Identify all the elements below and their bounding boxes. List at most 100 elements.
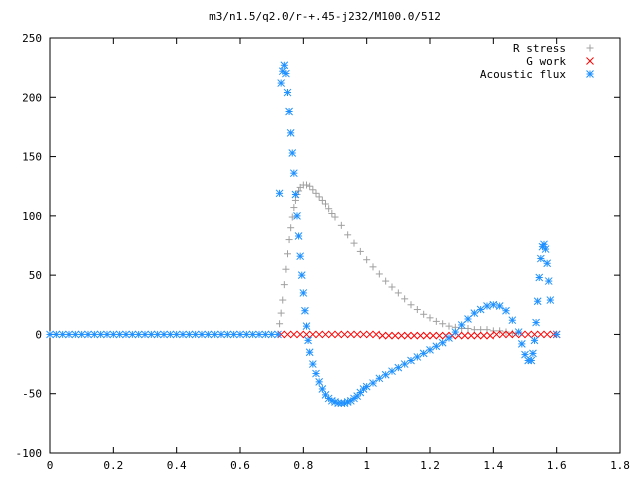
- data-point: [179, 330, 187, 339]
- data-point: [407, 301, 415, 309]
- data-point: [166, 330, 175, 339]
- data-point: [340, 330, 349, 339]
- data-point: [198, 330, 206, 339]
- data-point: [318, 385, 327, 393]
- data-point: [305, 348, 314, 357]
- data-point: [384, 331, 393, 340]
- data-point: [296, 252, 305, 261]
- data-point: [322, 200, 329, 208]
- data-point: [422, 331, 431, 340]
- data-point: [337, 221, 345, 229]
- data-point: [46, 330, 54, 339]
- data-point: [210, 330, 219, 339]
- data-point: [96, 330, 105, 339]
- data-point: [301, 306, 309, 315]
- data-point: [109, 330, 118, 339]
- data-point: [457, 321, 466, 329]
- data-point: [147, 330, 156, 339]
- data-point: [304, 336, 312, 345]
- data-point: [532, 318, 540, 327]
- data-point: [291, 190, 300, 199]
- data-point: [297, 271, 306, 279]
- y-tick-label: 200: [22, 91, 42, 104]
- data-point: [492, 330, 501, 339]
- y-tick-label: 250: [22, 32, 42, 45]
- data-point: [325, 205, 333, 213]
- data-point: [134, 330, 143, 339]
- data-point: [302, 330, 311, 339]
- x-tick-label: 0.4: [167, 459, 187, 472]
- data-point: [378, 331, 387, 340]
- data-point: [535, 273, 544, 282]
- data-point: [306, 182, 314, 190]
- plot-area-border: [49, 37, 621, 454]
- data-point: [435, 331, 444, 340]
- data-point: [350, 239, 358, 247]
- data-point: [353, 330, 362, 339]
- data-point: [498, 330, 507, 339]
- data-point: [283, 330, 292, 339]
- x-tick-label: 1.6: [547, 459, 567, 472]
- data-point: [277, 79, 286, 87]
- data-point: [312, 189, 320, 197]
- data-point: [394, 289, 402, 297]
- data-point: [363, 256, 371, 264]
- data-point: [299, 289, 308, 297]
- data-point: [451, 328, 460, 336]
- legend-marker: [586, 57, 594, 65]
- data-point: [362, 382, 371, 391]
- y-tick-label: -100: [16, 447, 43, 460]
- data-point: [479, 331, 488, 340]
- data-point: [293, 212, 301, 220]
- data-point: [540, 240, 548, 249]
- data-point: [381, 370, 390, 379]
- data-point: [276, 320, 284, 328]
- data-point: [432, 317, 440, 325]
- data-point: [285, 107, 293, 116]
- data-point: [508, 316, 517, 325]
- y-tick-label: 100: [22, 210, 42, 223]
- data-point: [365, 330, 374, 339]
- data-point: [275, 189, 284, 198]
- data-point: [432, 342, 441, 351]
- data-point: [285, 236, 293, 244]
- series-acoustic-flux: [46, 61, 561, 408]
- y-tick-label: 150: [22, 151, 42, 164]
- data-point: [303, 181, 310, 189]
- data-point: [328, 209, 336, 217]
- data-point: [369, 379, 377, 387]
- data-point: [486, 331, 495, 340]
- data-point: [331, 213, 339, 221]
- data-point: [476, 305, 485, 314]
- data-point: [296, 330, 305, 339]
- chart-title: m3/n1.5/q2.0/r-+.45-j232/M100.0/512: [209, 10, 441, 23]
- data-point: [103, 330, 111, 339]
- data-point: [172, 330, 181, 339]
- data-point: [521, 350, 529, 359]
- data-point: [128, 330, 137, 339]
- data-point: [517, 340, 526, 348]
- data-point: [438, 338, 447, 347]
- series-r-stress: [276, 181, 516, 337]
- data-point: [308, 360, 317, 368]
- data-point: [290, 204, 298, 212]
- data-point: [543, 259, 552, 268]
- data-point: [315, 193, 323, 201]
- data-point: [426, 345, 434, 354]
- data-point: [308, 330, 317, 339]
- data-point: [115, 330, 124, 339]
- data-point: [122, 330, 130, 339]
- data-point: [261, 330, 270, 339]
- data-point: [536, 254, 545, 263]
- data-point: [460, 331, 469, 340]
- data-point: [407, 356, 415, 365]
- data-point: [90, 330, 99, 339]
- data-point: [160, 330, 168, 339]
- data-point: [315, 378, 324, 386]
- data-point: [267, 330, 276, 339]
- data-point: [419, 349, 428, 358]
- x-tick-label: 0: [47, 459, 54, 472]
- legend-label: R stress: [513, 42, 566, 55]
- data-point: [236, 330, 244, 339]
